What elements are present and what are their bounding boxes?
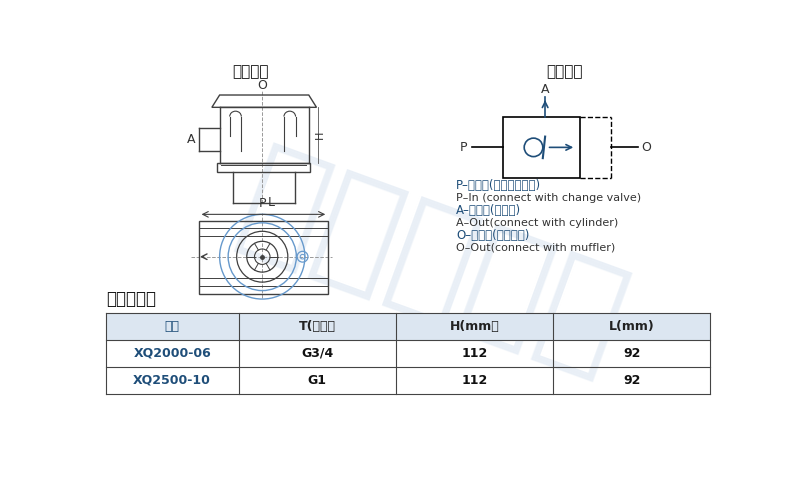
Text: H(mm）: H(mm） — [450, 320, 499, 333]
Bar — [217, 163, 310, 172]
Text: P: P — [460, 141, 467, 154]
Text: 外形尺寸图: 外形尺寸图 — [106, 290, 156, 308]
Text: 外形尺寸: 外形尺寸 — [232, 64, 269, 79]
Text: A–Out(connect with cylinder): A–Out(connect with cylinder) — [456, 218, 618, 228]
Text: 图形符号: 图形符号 — [546, 64, 583, 79]
Text: 锐气动液压: 锐气动液压 — [224, 135, 641, 390]
Text: XQ2000-06: XQ2000-06 — [133, 347, 211, 360]
Text: O: O — [257, 79, 267, 92]
Text: O–Out(connect with muffler): O–Out(connect with muffler) — [456, 242, 615, 253]
Text: T(接口）: T(接口） — [298, 320, 336, 333]
Bar — [502, 117, 580, 178]
Text: A: A — [540, 83, 549, 96]
Text: L: L — [267, 196, 275, 209]
Text: A–出气孔(接气缸): A–出气孔(接气缸) — [456, 204, 521, 217]
Text: 92: 92 — [623, 374, 640, 387]
Bar — [199, 220, 328, 294]
Text: P–进气口(接换向阀输出): P–进气口(接换向阀输出) — [456, 180, 541, 192]
Bar — [106, 313, 710, 340]
Text: P: P — [259, 197, 266, 210]
Text: G3/4: G3/4 — [301, 347, 334, 360]
Text: 型号: 型号 — [165, 320, 180, 333]
Text: 92: 92 — [623, 347, 640, 360]
Text: P–In (connect with change valve): P–In (connect with change valve) — [456, 193, 641, 203]
Text: 112: 112 — [462, 374, 488, 387]
Text: H: H — [315, 131, 326, 139]
Text: O: O — [641, 141, 651, 154]
Text: L(mm): L(mm) — [609, 320, 654, 333]
Text: 112: 112 — [462, 347, 488, 360]
Text: O–排气口(接消声器): O–排气口(接消声器) — [456, 229, 529, 241]
Text: XQ2500-10: XQ2500-10 — [133, 374, 211, 387]
Text: G1: G1 — [308, 374, 327, 387]
Text: A: A — [187, 133, 195, 146]
